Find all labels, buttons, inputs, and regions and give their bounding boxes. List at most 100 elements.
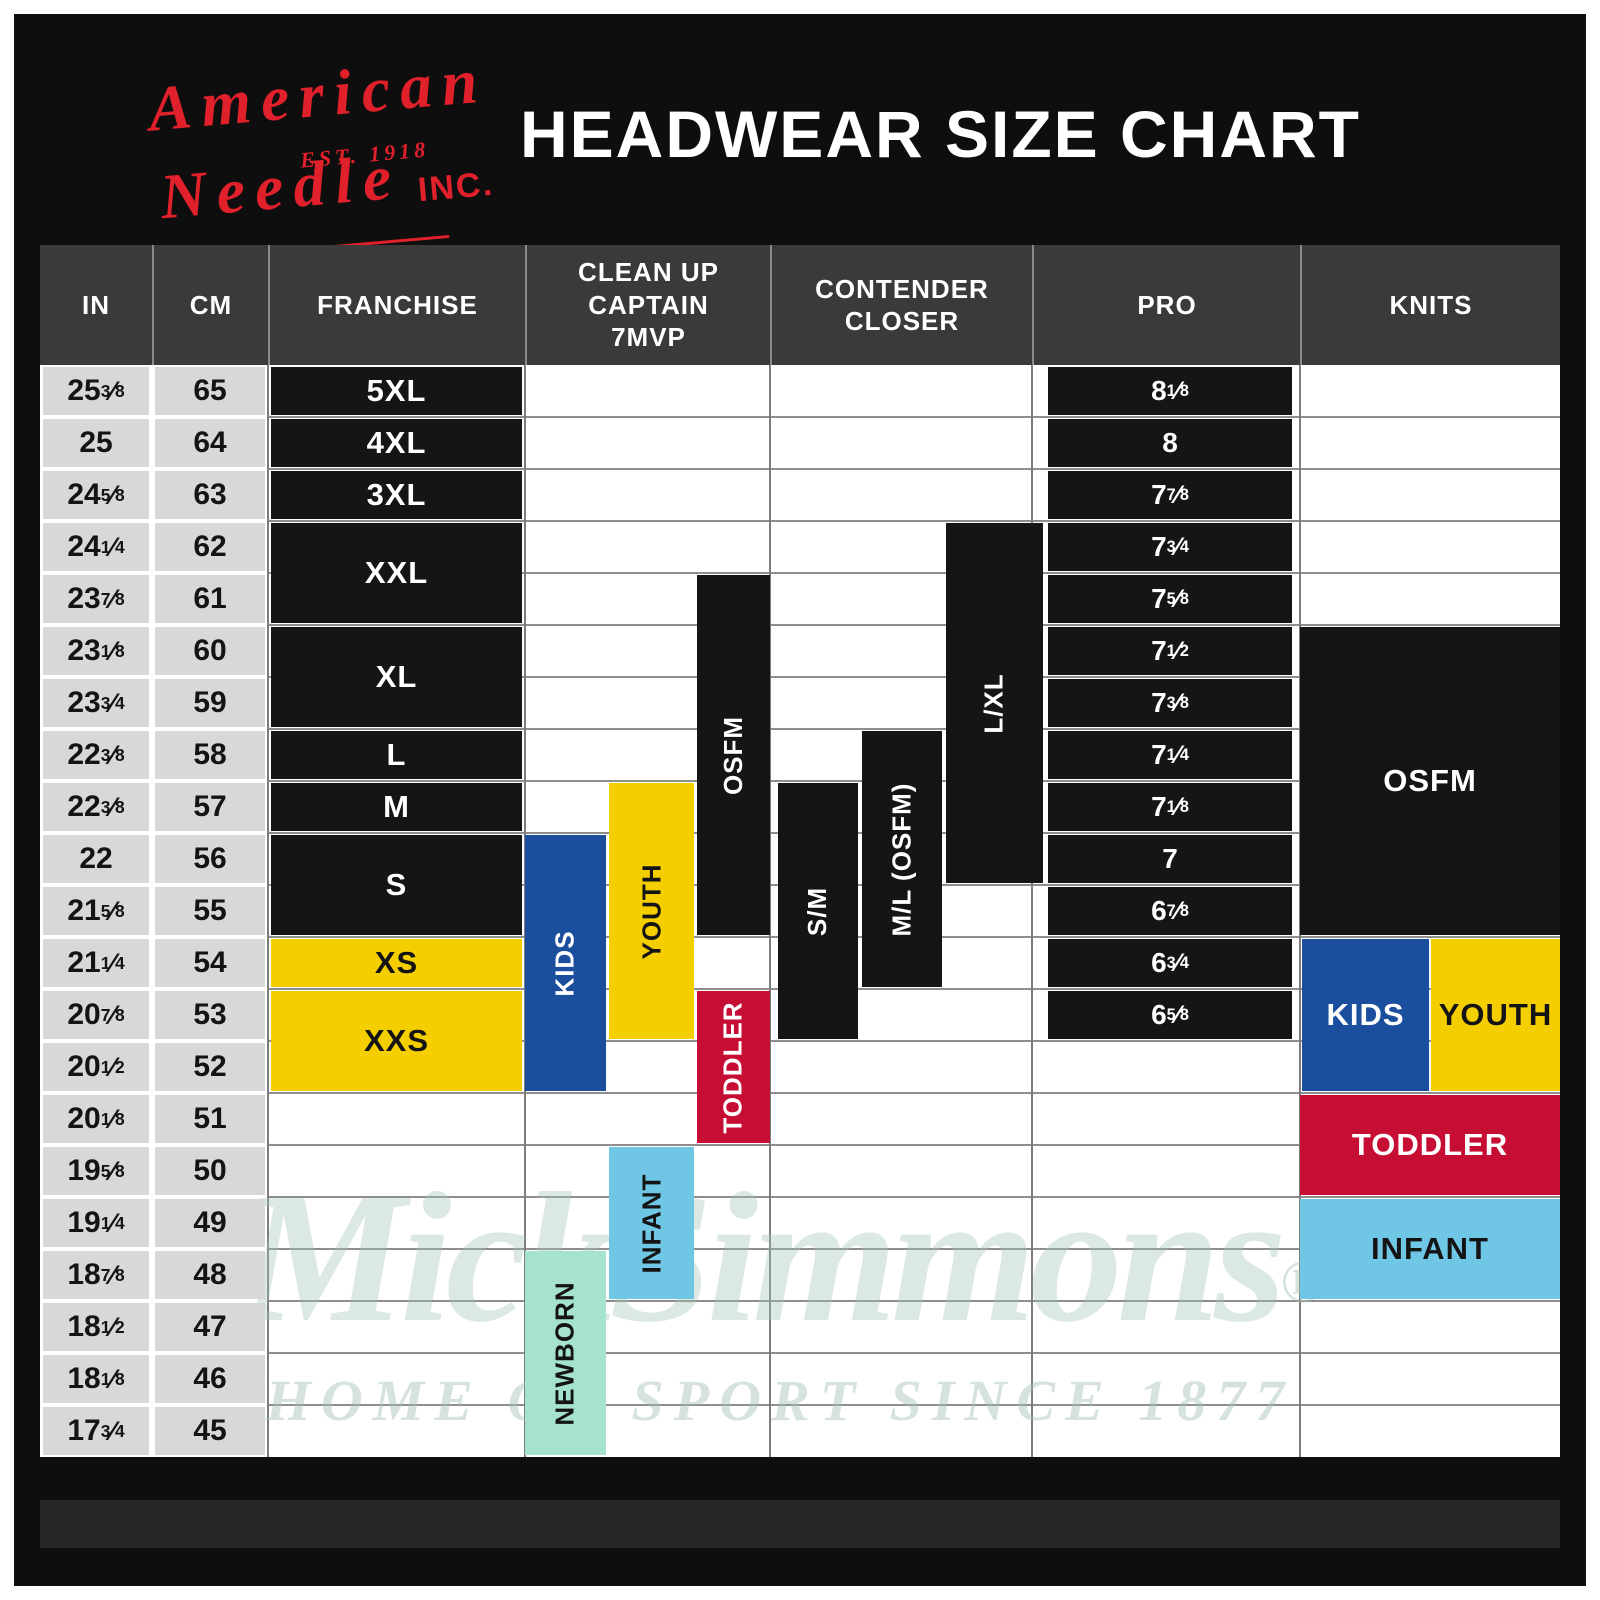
grid-row-line [268, 676, 1560, 678]
grid-row-line [268, 624, 1560, 626]
size-block-youth: YOUTH [609, 783, 694, 1039]
size-block-3xl: 3XL [271, 471, 522, 519]
pro-size-cell: 7 1 ⁄ 4 [1048, 731, 1292, 779]
pro-size-cell: 7 [1048, 835, 1292, 883]
grid-row-line [268, 1144, 1560, 1146]
row-in-cell: 23 7 ⁄ 8 [43, 575, 149, 623]
row-cm-cell: 47 [155, 1303, 265, 1351]
row-cm-cell: 64 [155, 419, 265, 467]
row-cm-cell: 53 [155, 991, 265, 1039]
pro-size-cell: 8 1 ⁄ 8 [1048, 367, 1292, 415]
size-block-5xl: 5XL [271, 367, 522, 415]
size-block-osfm: OSFM [697, 575, 770, 935]
row-in-cell: 21 5 ⁄ 8 [43, 887, 149, 935]
size-block-xs: XS [271, 939, 522, 987]
row-in-cell: 23 1 ⁄ 8 [43, 627, 149, 675]
row-in-cell: 19 5 ⁄ 8 [43, 1147, 149, 1195]
row-in-cell: 25 [43, 419, 149, 467]
size-block-s: S [271, 835, 522, 935]
footer-band [40, 1500, 1560, 1548]
size-block-s-m: S/M [778, 783, 858, 1039]
row-in-cell: 25 3 ⁄ 8 [43, 367, 149, 415]
column-header-in: IN [82, 289, 110, 320]
pro-size-cell: 6 3 ⁄ 4 [1048, 939, 1292, 987]
grid-row-line [268, 416, 1560, 418]
grid-row-line [268, 520, 1560, 522]
page-title: HEADWEAR SIZE CHART [520, 97, 1361, 171]
row-cm-cell: 61 [155, 575, 265, 623]
size-block-4xl: 4XL [271, 419, 522, 467]
row-in-cell: 21 1 ⁄ 4 [43, 939, 149, 987]
grid-row-line [268, 1196, 1560, 1198]
size-block-xxs: XXS [271, 991, 522, 1091]
row-in-cell: 20 1 ⁄ 2 [43, 1043, 149, 1091]
pro-size-cell: 8 [1048, 419, 1292, 467]
row-in-cell: 18 7 ⁄ 8 [43, 1251, 149, 1299]
row-cm-cell: 49 [155, 1199, 265, 1247]
row-in-cell: 18 1 ⁄ 2 [43, 1303, 149, 1351]
pro-size-cell: 7 3 ⁄ 8 [1048, 679, 1292, 727]
column-header-cleanup: CLEAN UP CAPTAIN 7MVP [525, 245, 770, 365]
row-cm-cell: 62 [155, 523, 265, 571]
grid-row-line [268, 1040, 1560, 1042]
column-header-franchise: FRANCHISE [268, 245, 525, 365]
size-block-xxl: XXL [271, 523, 522, 623]
row-in-cell: 24 5 ⁄ 8 [43, 471, 149, 519]
row-in-cell: 22 [43, 835, 149, 883]
row-cm-cell: 52 [155, 1043, 265, 1091]
pro-size-cell: 7 1 ⁄ 2 [1048, 627, 1292, 675]
row-in-cell: 19 1 ⁄ 4 [43, 1199, 149, 1247]
row-cm-cell: 58 [155, 731, 265, 779]
grid-column-line [1031, 365, 1033, 1457]
grid-row-line [268, 468, 1560, 470]
row-cm-cell: 56 [155, 835, 265, 883]
column-header-knits: KNITS [1300, 245, 1560, 365]
pro-size-cell: 7 5 ⁄ 8 [1048, 575, 1292, 623]
size-block-toddler: TODDLER [1300, 1095, 1560, 1195]
pro-size-cell: 7 3 ⁄ 4 [1048, 523, 1292, 571]
row-cm-cell: 51 [155, 1095, 265, 1143]
size-block-m: M [271, 783, 522, 831]
size-block-youth: YOUTH [1431, 939, 1560, 1091]
size-block-xl: XL [271, 627, 522, 727]
table-body: 25 3 ⁄ 8 65 8 1 ⁄ 8 25 64 8 24 5 ⁄ 8 63 7 7 ⁄ 8 24 1 ⁄ 4 62 7… [40, 365, 1560, 1457]
size-block-m-l-osfm-: M/L (OSFM) [862, 731, 942, 987]
size-block-infant: INFANT [1300, 1199, 1560, 1299]
size-block-kids: KIDS [525, 835, 606, 1091]
row-cm-cell: 54 [155, 939, 265, 987]
grid-row-line [268, 1404, 1560, 1406]
row-cm-cell: 57 [155, 783, 265, 831]
pro-size-cell: 6 5 ⁄ 8 [1048, 991, 1292, 1039]
row-in-cell: 23 3 ⁄ 4 [43, 679, 149, 727]
row-in-cell: 20 7 ⁄ 8 [43, 991, 149, 1039]
grid-row-line [268, 572, 1560, 574]
grid-row-line [268, 1248, 1560, 1250]
size-block-osfm: OSFM [1300, 627, 1560, 935]
brand-logo-inc: INC. [416, 164, 496, 210]
row-cm-cell: 59 [155, 679, 265, 727]
size-block-infant: INFANT [609, 1147, 694, 1299]
row-cm-cell: 46 [155, 1355, 265, 1403]
row-in-cell: 17 3 ⁄ 4 [43, 1407, 149, 1455]
row-in-cell: 18 1 ⁄ 8 [43, 1355, 149, 1403]
pro-size-cell: 7 7 ⁄ 8 [1048, 471, 1292, 519]
size-block-l-xl: L/XL [946, 523, 1043, 883]
row-in-cell: 24 1 ⁄ 4 [43, 523, 149, 571]
column-header-cm: CM [152, 245, 268, 365]
row-cm-cell: 60 [155, 627, 265, 675]
row-cm-cell: 55 [155, 887, 265, 935]
row-in-cell: 20 1 ⁄ 8 [43, 1095, 149, 1143]
grid-row-line [268, 988, 1560, 990]
grid-row-line [268, 1352, 1560, 1354]
size-block-newborn: NEWBORN [525, 1251, 606, 1455]
pro-size-cell: 7 1 ⁄ 8 [1048, 783, 1292, 831]
pro-size-cell: 6 7 ⁄ 8 [1048, 887, 1292, 935]
row-in-cell: 22 3 ⁄ 8 [43, 783, 149, 831]
row-cm-cell: 45 [155, 1407, 265, 1455]
size-block-toddler: TODDLER [697, 991, 770, 1143]
grid-column-line [769, 365, 771, 1457]
grid-row-line [268, 1300, 1560, 1302]
row-cm-cell: 50 [155, 1147, 265, 1195]
column-header-pro: PRO [1032, 245, 1300, 365]
